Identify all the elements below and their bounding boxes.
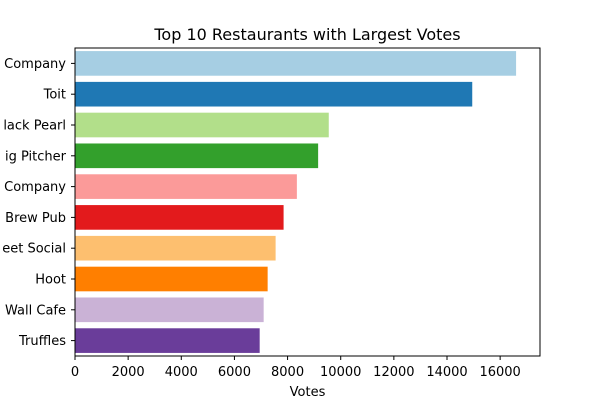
- bar-7: [75, 235, 276, 261]
- bar-2: [75, 81, 473, 107]
- x-tick-label: 0: [71, 365, 79, 380]
- y-tick-label: Brew Pub: [5, 211, 66, 226]
- y-tick-label: Truffles: [18, 334, 66, 349]
- x-axis-ticks: 0 2000 4000 6000 8000 10000 12000 14000 16000: [71, 356, 521, 380]
- chart-title: Top 10 Restaurants with Largest Votes: [153, 25, 460, 44]
- bar-3: [75, 112, 329, 138]
- x-tick-label: 2000: [112, 365, 145, 380]
- y-axis-ticks: Company Toit lack Pearl ig Pitcher Company Br…: [2, 57, 75, 349]
- bar-8: [75, 266, 268, 292]
- bar-5: [75, 174, 297, 199]
- x-axis-label: Votes: [290, 385, 326, 400]
- plot-frame: [74, 47, 541, 357]
- bar-4: [75, 143, 319, 169]
- y-tick-label: ig Pitcher: [5, 149, 67, 164]
- y-tick-label: Company: [4, 57, 66, 72]
- bar-1: [75, 51, 517, 76]
- x-tick-label: 16000: [479, 365, 520, 380]
- y-tick-label: lack Pearl: [3, 119, 66, 134]
- x-tick-label: 12000: [373, 365, 414, 380]
- bar-9: [75, 297, 264, 323]
- bars-group: [75, 51, 517, 353]
- y-tick-label: eet Social: [2, 242, 66, 257]
- bar-6: [75, 205, 284, 230]
- y-tick-label: Wall Cafe: [5, 303, 66, 318]
- x-tick-label: 6000: [218, 365, 251, 380]
- bar-10: [75, 328, 260, 353]
- y-tick-label: Hoot: [35, 273, 66, 288]
- y-tick-label: Toit: [43, 88, 66, 103]
- x-tick-label: 14000: [426, 365, 467, 380]
- x-tick-label: 10000: [320, 365, 361, 380]
- y-tick-label: Company: [4, 180, 66, 195]
- x-tick-label: 8000: [271, 365, 304, 380]
- x-tick-label: 4000: [165, 365, 198, 380]
